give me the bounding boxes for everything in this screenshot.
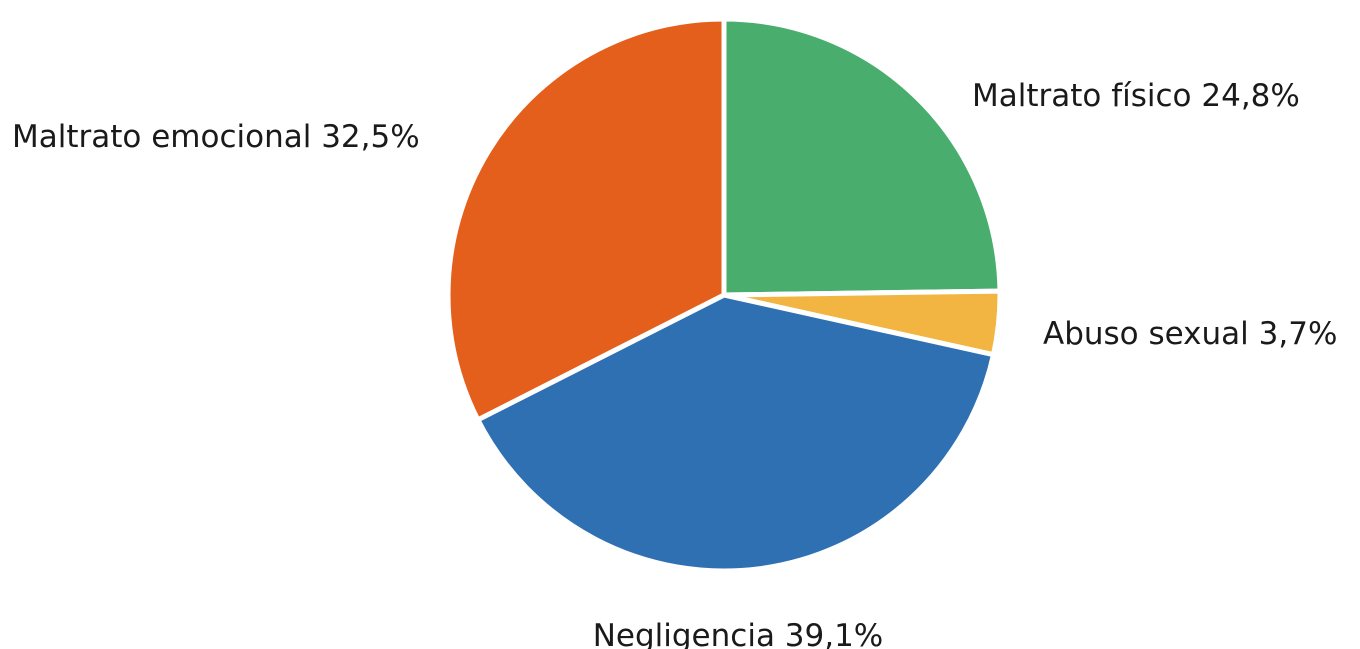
pie-slices <box>445 16 1003 574</box>
pie-slice-3 <box>445 16 727 423</box>
pie-labels: Maltrato físico 24,8% Abuso sexual 3,7% Ne… <box>12 78 1337 649</box>
pie-slice-label-1: Abuso sexual 3,7% <box>1043 316 1337 352</box>
pie-slice-label-0: Maltrato físico 24,8% <box>972 78 1300 114</box>
pie-slice-0 <box>721 16 1003 298</box>
pie-slice-2 <box>475 292 996 574</box>
pie-slice-label-3: Maltrato emocional 32,5% <box>12 119 420 155</box>
pie-slice-label-2: Negligencia 39,1% <box>593 618 884 649</box>
